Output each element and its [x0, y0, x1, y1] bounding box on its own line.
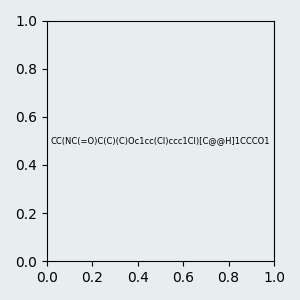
Text: CC(NC(=O)C(C)(C)Oc1cc(Cl)ccc1Cl)[C@@H]1CCCO1: CC(NC(=O)C(C)(C)Oc1cc(Cl)ccc1Cl)[C@@H]1C…	[51, 136, 270, 146]
